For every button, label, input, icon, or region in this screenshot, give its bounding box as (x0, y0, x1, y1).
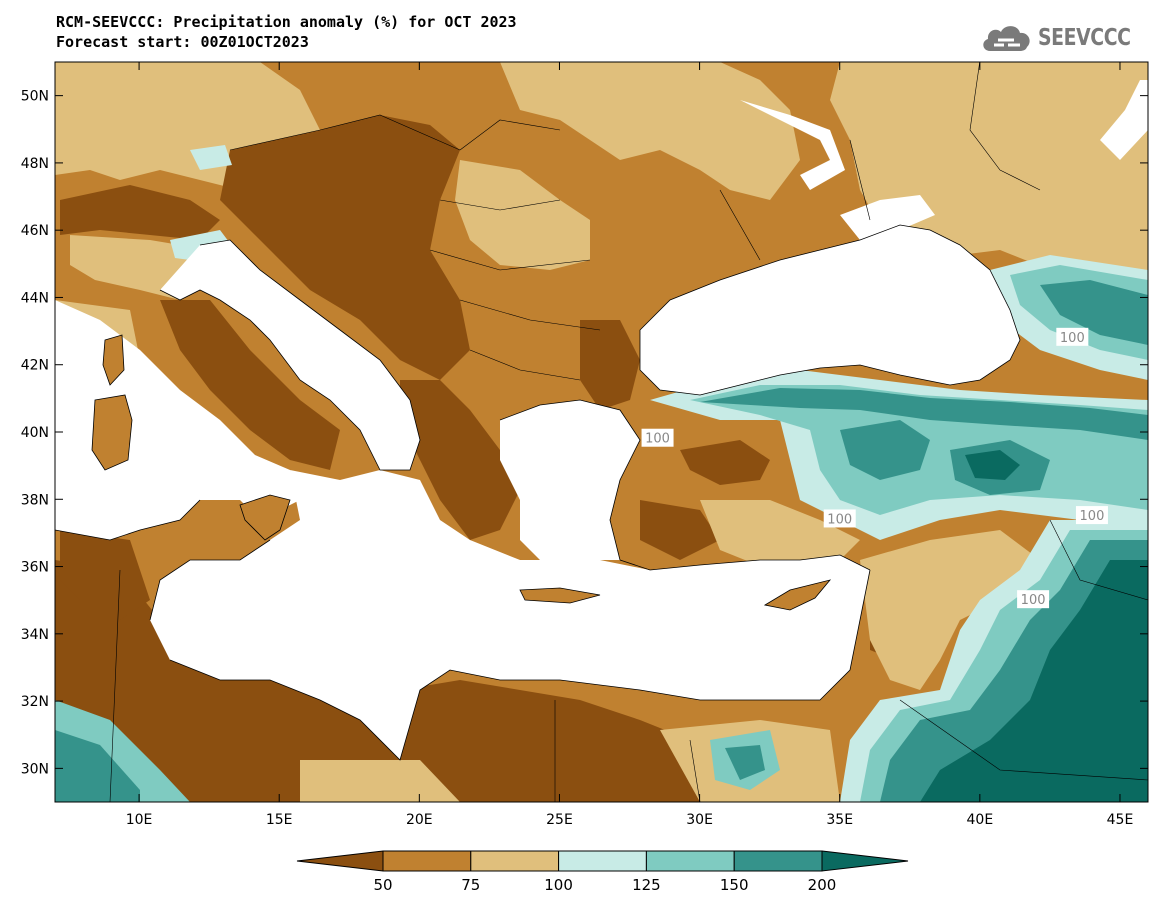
title-line-1: RCM-SEEVCCC: Precipitation anomaly (%) f… (56, 13, 517, 31)
contour-label-bg (1056, 327, 1089, 346)
colorbar-label: 200 (808, 876, 837, 894)
axis-ticks: 10E 15E 20E 25E 30E 35E 40E 45E 30N 32N 34N 36N 38N 4… (21, 62, 1148, 828)
contour-label-bg (1075, 506, 1108, 525)
y-tick-label: 36N (21, 560, 49, 576)
colorbar-box (733, 850, 823, 872)
y-tick-label: 44N (21, 290, 49, 306)
field-caucasus-wet-3 (1040, 280, 1148, 345)
y-tick-label: 48N (21, 156, 49, 172)
field-bulgaria-dark (580, 320, 640, 410)
y-tick-label: 42N (21, 358, 49, 374)
anomaly-field (55, 62, 1148, 802)
contour-label: 100 (1060, 331, 1085, 346)
coast-north-africa (55, 499, 871, 761)
contour-label: 100 (827, 512, 852, 527)
field-iraq-wet-4 (920, 560, 1148, 802)
x-tick-label: 35E (826, 812, 853, 828)
x-tick-label: 30E (686, 812, 713, 828)
field-turkey-north-wet-3 (700, 388, 1148, 440)
y-tick-label: 46N (21, 223, 49, 239)
field-slovakia-wet (190, 145, 232, 170)
x-tick-label: 15E (266, 812, 293, 828)
title-line-2: Forecast start: 00Z01OCT2023 (56, 33, 309, 51)
field-anatolia-dark-2 (640, 500, 720, 560)
y-tick-label: 38N (21, 492, 49, 508)
island-corsica (102, 334, 125, 386)
coast-turkey-south (619, 554, 871, 571)
x-tick-label: 40E (967, 812, 994, 828)
contour-label-bg (641, 428, 674, 447)
field-greece-dark (400, 380, 520, 540)
field-syria-light (860, 530, 1040, 690)
x-tick-label: 20E (406, 812, 433, 828)
contour-label-bg (823, 509, 856, 528)
field-ukraine-light (500, 62, 800, 200)
map-title: RCM-SEEVCCC: Precipitation anomaly (%) f… (56, 12, 517, 52)
colorbar-arrow-low (296, 850, 384, 872)
y-tick-label: 34N (21, 627, 49, 643)
coastlines (55, 62, 1148, 802)
y-tick-label: 40N (21, 425, 49, 441)
colorbar-label: 100 (544, 876, 573, 894)
colorbar-arrow-high (821, 850, 909, 872)
field-anatolia-light (700, 500, 860, 570)
contour-label: 100 (1080, 509, 1105, 524)
sea-of-azov (840, 195, 935, 240)
coast-italy (159, 239, 421, 471)
contour-labels: 100 100 100 100 100 (641, 327, 1108, 609)
field-libya-dark (55, 560, 700, 802)
field-turkey-dark (680, 440, 770, 485)
logo-text: SEEVCCC (1038, 25, 1131, 51)
dnieper-reservoir (740, 100, 845, 190)
caspian-edge (1100, 80, 1148, 160)
colorbar-label: 75 (461, 876, 480, 894)
colorbar-label: 125 (632, 876, 661, 894)
field-central-europe-dark (220, 115, 470, 380)
black-sea (640, 225, 1020, 395)
seevccc-logo: SEEVCCC (980, 20, 1151, 56)
colorbar-box (645, 850, 735, 872)
field-italy-dark (160, 300, 340, 470)
x-tick-label: 45E (1107, 812, 1134, 828)
colorbar-box (470, 850, 560, 872)
field-sinai-core (725, 745, 765, 780)
coast-aegean (499, 399, 641, 561)
colorbar-box (558, 850, 647, 872)
field-northeast-light (830, 62, 1148, 320)
y-tick-label: 50N (21, 89, 49, 105)
contour-label-bg (1017, 590, 1050, 609)
tyrrhenian-adriatic-sea (160, 240, 420, 470)
island-crete (519, 587, 601, 604)
cloud-icon (983, 26, 1030, 51)
field-algeria-dark (60, 530, 150, 620)
aegean-sea (500, 400, 640, 560)
field-alps-dark (60, 185, 220, 240)
x-tick-label: 10E (126, 812, 153, 828)
field-east-turkey-core-3 (965, 450, 1020, 480)
colorbar-label: 150 (720, 876, 749, 894)
ionian-sea (150, 470, 870, 760)
island-sicily (239, 494, 291, 541)
contour-label: 100 (645, 432, 670, 447)
field-algeria-wet-core (55, 730, 140, 802)
island-cyprus (763, 579, 832, 611)
colorbar-label: 50 (373, 876, 392, 894)
y-tick-label: 30N (21, 761, 49, 777)
y-tick-label: 32N (21, 694, 49, 710)
field-balkans-light (455, 160, 590, 270)
field-east-turkey-core (840, 420, 930, 480)
field-libya-light (300, 760, 460, 802)
contour-label: 100 (1021, 593, 1046, 608)
colorbar-box (382, 850, 472, 872)
x-tick-label: 25E (546, 812, 573, 828)
colorbar: 50 75 100 125 150 200 (296, 850, 909, 894)
coast-black-sea (639, 224, 1021, 396)
island-sardinia (91, 394, 133, 471)
border-lines (109, 62, 1148, 802)
